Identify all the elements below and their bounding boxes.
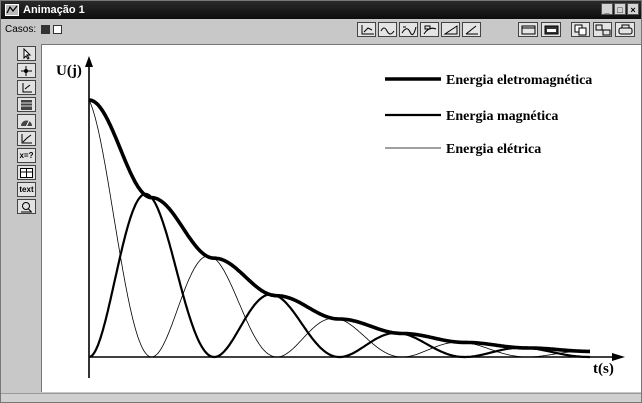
text-tool-icon: text [19,185,34,194]
zoom-curve-button[interactable] [420,22,439,37]
table-tool-icon [20,168,33,178]
title-bar[interactable]: Animação 1 _ □ × [1,1,641,19]
gauge-tool-icon [21,120,32,127]
sine-wave-icon [380,27,395,35]
point-tool-icon [21,66,32,76]
window-title: Animação 1 [23,4,85,16]
casos-selector-filled[interactable] [41,25,50,34]
sine-wave-button[interactable] [378,22,397,37]
casos-selector-empty[interactable] [53,25,62,34]
minimize-button[interactable]: _ [601,3,613,15]
triangle-angle-button[interactable] [441,22,460,37]
axis-tool-button[interactable] [17,80,36,95]
graph-tool-icon [21,134,32,144]
formula-tool-icon: x=? [19,151,34,160]
point-tool-button[interactable] [17,63,36,78]
casos-label: Casos: [5,24,37,35]
copy-icon [574,24,587,36]
layout-icon [595,24,611,36]
bar-tool-button[interactable] [17,97,36,112]
angle-button[interactable] [462,22,481,37]
y-axis-label: U(j) [56,63,82,79]
lens-tool-button[interactable] [17,199,36,214]
bar-tool-icon [21,100,32,110]
layout-button[interactable] [593,22,612,37]
legend: Energia eletromagnética Energia magnétic… [385,73,592,157]
curve-icon [401,26,417,36]
angle-icon [465,25,478,35]
curve-button[interactable] [399,22,418,37]
table-tool-button[interactable] [17,165,36,180]
text-tool-button[interactable]: text [17,182,36,197]
app-icon [5,4,19,16]
legend-label-magnetica: Energia magnética [446,109,558,124]
status-bar [1,393,641,402]
zoom-curve-icon [423,25,437,35]
gauge-tool-button[interactable] [17,114,36,129]
print-button[interactable] [615,22,635,37]
window-icon [521,25,536,35]
legend-label-eletrica: Energia elétrica [446,142,541,157]
x-axis-arrow [612,353,625,361]
close-button[interactable]: × [627,3,639,15]
y-axis-arrow [85,56,93,67]
copy-button[interactable] [571,22,590,37]
triangle-angle-icon [443,25,458,35]
legend-label-eletromagnetica: Energia eletromagnética [446,73,592,88]
window-dark-button[interactable] [541,22,561,37]
arrow-tool-button[interactable] [17,46,36,61]
graph-tool-button[interactable] [17,131,36,146]
x-axis-label: t(s) [593,361,614,377]
window-button[interactable] [518,22,538,37]
maximize-button[interactable]: □ [614,3,626,15]
arrow-tool-icon [23,48,32,60]
axes-button[interactable] [357,22,376,37]
graph-canvas[interactable]: U(j) t(s) Energia eletromagnética Energi… [41,44,641,392]
series-line-energia-eletromagnetica [88,98,590,354]
axes-icon [361,25,374,35]
series-line-energia-magnetica [88,192,590,359]
window-dark-icon [544,25,559,35]
top-toolbar: Casos: [1,20,641,40]
formula-tool-button[interactable]: x=? [17,148,36,163]
lens-tool-icon [21,202,32,213]
energy-chart: U(j) t(s) Energia eletromagnética Energi… [56,56,625,378]
axis-tool-icon [22,83,32,93]
print-icon [618,24,633,35]
